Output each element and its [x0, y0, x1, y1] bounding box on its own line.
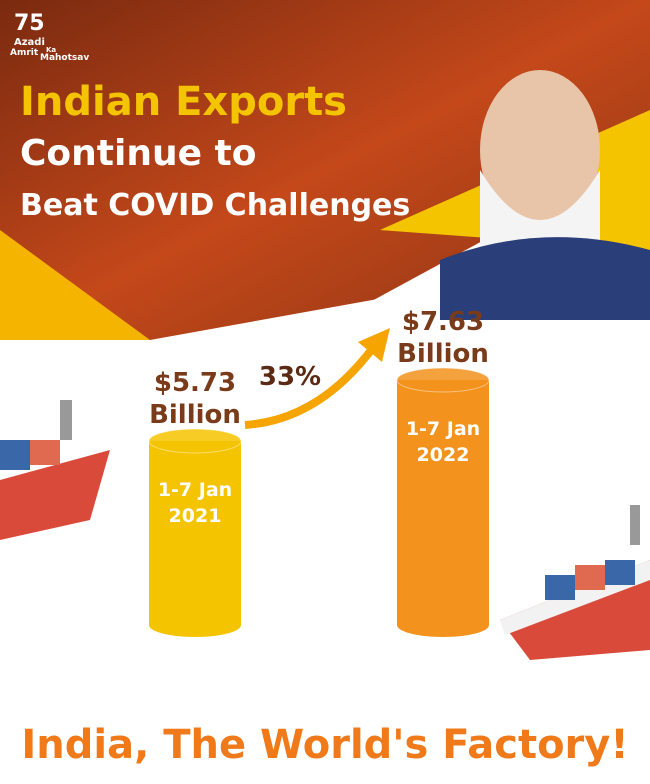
headline: Beat COVID Challenges — [20, 188, 410, 223]
portrait-jacket — [440, 237, 650, 320]
growth-annotation: 33% — [259, 362, 321, 392]
headline: Indian Exports — [20, 79, 347, 125]
value-label: $7.63 — [402, 307, 484, 337]
logo-word: Ka — [46, 46, 56, 54]
bar-top — [148, 428, 242, 454]
value-label: $5.73 — [154, 368, 236, 398]
logo-word: Amrit — [10, 48, 39, 58]
value-label: Billion — [397, 339, 489, 369]
bar-top — [396, 367, 490, 393]
logo-word: Azadi — [14, 37, 45, 48]
growth-arrow — [244, 342, 379, 429]
category-label: 2022 — [417, 444, 470, 466]
ship-right — [500, 505, 650, 660]
category-label: 2021 — [169, 505, 222, 527]
bar — [149, 441, 241, 637]
category-label: 1-7 Jan — [406, 418, 480, 440]
logo-word: Mahotsav — [40, 53, 89, 63]
headline: Continue to — [20, 133, 256, 174]
logo-number: 75 — [14, 11, 45, 36]
ship-left — [0, 400, 110, 540]
port-photo — [0, 0, 650, 340]
yellow-shape — [0, 230, 150, 340]
bar — [397, 380, 489, 637]
growth-arrow-head — [358, 328, 390, 362]
category-label: 1-7 Jan — [158, 479, 232, 501]
portrait-face — [480, 70, 600, 230]
value-label: Billion — [149, 400, 241, 430]
footer: India, The World's Factory! — [21, 722, 628, 768]
